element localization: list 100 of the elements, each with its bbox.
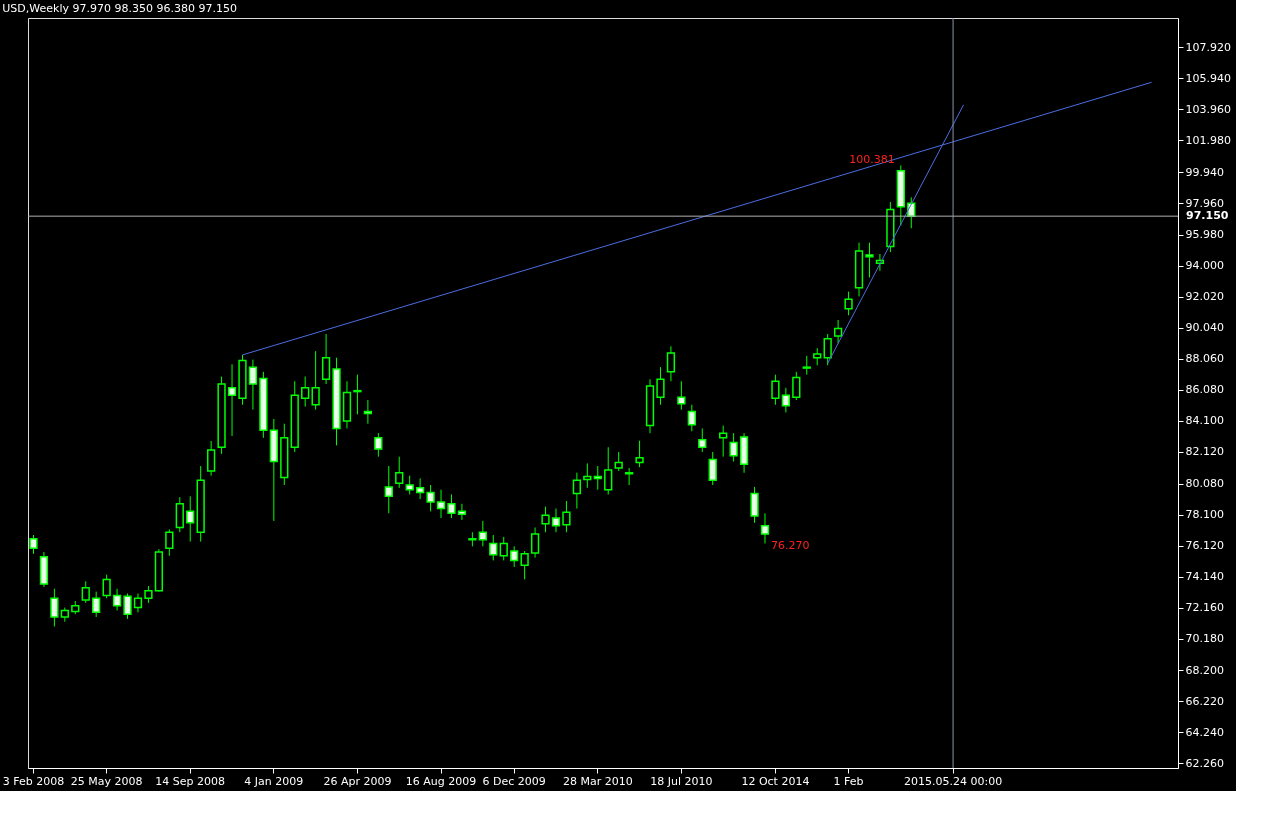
candlestick [562,500,571,533]
candlestick [165,528,174,557]
candlestick [353,374,362,415]
y-tick-label: 105.940 [1185,71,1231,85]
y-tick-label: 62.260 [1185,756,1224,770]
candlestick [206,440,216,477]
candlestick [541,506,550,533]
x-tick-label: 6 Dec 2009 [482,774,546,788]
candlestick [520,550,529,580]
candlestick [123,593,132,620]
candlestick [677,380,686,411]
x-tick-label: 3 Feb 2008 [2,774,65,788]
candlestick [551,508,561,533]
y-tick-label: 78.100 [1185,508,1224,522]
y-tick-label: 64.240 [1185,725,1224,739]
candlestick [833,319,843,344]
y-tick-label: 88.060 [1185,352,1224,366]
x-tick-label: 14 Sep 2008 [155,774,226,788]
candlestick [572,472,582,510]
candlestick [698,427,707,453]
y-tick-label: 99.940 [1185,165,1224,179]
x-tick-label: 18 Jul 2010 [650,774,713,788]
candlestick [426,484,435,512]
y-tick-label: 95.980 [1185,228,1224,241]
x-tick-label: 2015.05.24 00:00 [903,774,1003,788]
chart-title: USD,Weekly 97.970 98.350 96.380 97.150 [2,1,237,15]
candlestick [102,574,111,599]
y-tick-label: 82.120 [1185,445,1224,459]
y-tick-label: 68.200 [1185,663,1224,677]
candlestick [635,440,644,468]
x-tick-label: 1 Feb [833,774,864,788]
candlestick [614,451,623,472]
y-tick-label: 94.000 [1185,259,1224,273]
candlestick [92,591,101,618]
x-tick-label: 12 Oct 2014 [741,774,810,788]
candlestick [771,374,780,406]
candlestick [530,527,540,559]
candlestick [708,451,717,486]
candlestick [719,425,728,458]
candlestick [760,512,770,544]
candlestick [29,534,38,555]
candlestick [81,580,90,604]
candlestick [363,399,373,425]
candlestick [50,588,59,627]
candlestick [792,371,801,401]
candlestick [436,489,446,519]
y-tick-label: 103.960 [1185,102,1231,116]
x-tick-label: 26 Apr 2009 [323,774,392,788]
candlestick [301,376,310,408]
candlestick [384,465,393,514]
y-tick-label: 76.120 [1185,539,1224,553]
candlestick [186,495,195,543]
y-tick-label: 86.080 [1185,383,1224,397]
candlestick [844,291,853,316]
candlestick [593,465,602,491]
y-tick-label: 70.180 [1185,632,1224,646]
candlestick [499,536,508,561]
candlestick [395,456,404,489]
candlestick [604,446,613,495]
candlestick [311,350,320,411]
candlestick [802,355,811,376]
annotation: 76.270 [770,538,810,552]
y-tick-label: 84.100 [1185,414,1224,428]
y-tick-label: 90.040 [1185,321,1224,335]
y-tick-label: 107.920 [1185,40,1231,54]
y-tick-label: 66.220 [1185,694,1224,708]
candlestick [227,363,237,437]
ref-line-label: 97.150 [1186,209,1229,223]
candlestick [583,462,592,489]
candlestick [112,588,122,611]
candlestick [321,333,331,385]
y-tick-label: 72.160 [1185,601,1224,615]
x-tick-label: 25 May 2008 [70,774,143,788]
candlestick [823,333,832,366]
y-tick-label: 97.960 [1185,196,1224,210]
y-tick-label: 101.980 [1185,133,1231,147]
x-tick-label: 28 Mar 2010 [562,774,633,788]
candlestick [415,477,425,500]
candlestick [687,404,696,432]
candlestick [457,503,467,521]
candlestick [175,496,184,533]
candlestick [133,593,143,613]
candlestick [447,493,456,519]
candlestick [656,366,665,406]
annotation: 100.381 [849,152,895,166]
candlestick [666,345,676,382]
y-tick-label: 74.140 [1185,570,1224,584]
candlestick [781,387,791,413]
x-tick-label: 4 Jan 2009 [244,774,304,788]
candlestick [489,534,498,561]
candlestick [750,486,759,524]
candlestick [405,475,414,495]
candlestick [729,432,738,463]
candlestick [478,520,487,547]
candlestick [248,359,258,411]
y-tick-label: 92.020 [1185,290,1224,304]
candlestick [510,545,519,568]
candlestick [865,242,874,278]
x-tick-label: 16 Aug 2009 [405,774,477,788]
y-tick-label: 80.080 [1185,477,1224,491]
